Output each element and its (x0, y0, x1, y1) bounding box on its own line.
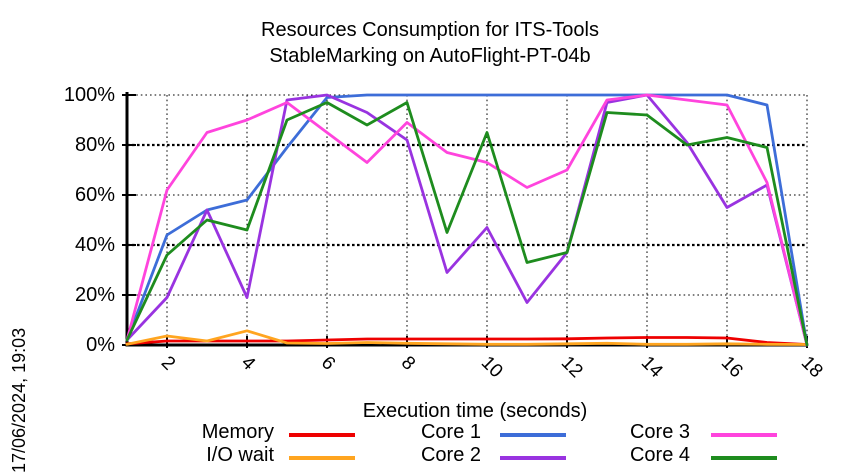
series-line-core-2 (125, 93, 809, 347)
legend-label-memory: Memory (201, 421, 274, 443)
legend-label-i-o-wait: I/O wait (206, 444, 274, 466)
y-tick-label: 80% (74, 134, 115, 156)
y-tick-label: 20% (74, 284, 115, 306)
legend-line-sample-core-4 (711, 455, 777, 460)
x-axis-title: Execution time (seconds) (362, 400, 588, 422)
legend-label-core-1: Core 1 (420, 421, 481, 443)
timestamp-label: 17/06/2024, 19:03 (9, 327, 29, 473)
series-line-memory (125, 336, 809, 346)
legend-label-core-2: Core 2 (420, 444, 481, 466)
legend-label-core-3: Core 3 (629, 421, 690, 443)
series-line-core-4 (125, 101, 809, 347)
chart-title: Resources Consumption for ITS-Tools Stab… (130, 17, 730, 69)
legend-line-sample-memory (289, 432, 355, 437)
series-line-i-o-wait (125, 329, 809, 346)
legend-line-sample-core-2 (500, 455, 566, 460)
legend-label-core-4: Core 4 (629, 444, 690, 466)
series-line-core-1 (125, 93, 809, 347)
series-line-core-3 (125, 93, 809, 347)
chart-title-line2: StableMarking on AutoFlight-PT-04b (269, 45, 591, 67)
y-tick-label: 100% (63, 84, 115, 106)
legend-line-sample-core-3 (711, 432, 777, 437)
y-tick-label: 40% (74, 234, 115, 256)
y-tick-label: 60% (74, 184, 115, 206)
chart-title-line1: Resources Consumption for ITS-Tools (261, 19, 599, 41)
y-tick-label: 0% (86, 334, 115, 356)
legend-line-sample-core-1 (500, 432, 566, 437)
legend-line-sample-i-o-wait (289, 455, 355, 460)
